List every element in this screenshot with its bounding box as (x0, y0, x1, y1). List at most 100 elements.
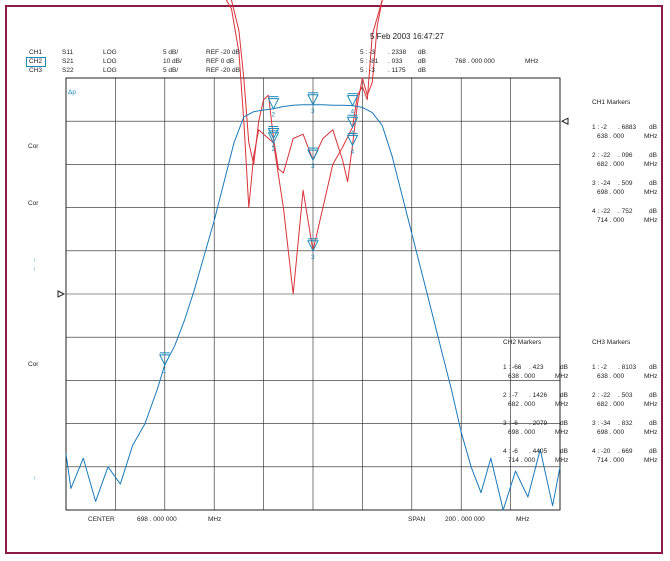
marker-row-db: . 6883 (618, 124, 637, 131)
marker-panel-title: CH3 Markers (592, 339, 631, 346)
channel-scale: 10 dB/ (163, 58, 182, 65)
span-unit: MHz (516, 516, 530, 523)
marker-row-db: . 423 (529, 364, 544, 371)
center-value: 698 . 000 000 (137, 516, 177, 523)
channel-param: S22 (62, 67, 74, 74)
marker-2-s22 (267, 132, 280, 144)
marker-number: 2 (271, 146, 275, 153)
marker-row-freq: 698 . 000 (508, 429, 536, 436)
datetime: 5 Feb 2003 16:47:27 (370, 32, 444, 41)
marker-row-db: . 669 (618, 448, 633, 455)
m5-ch3-unit: dB (418, 67, 426, 74)
channel-ref: REF -20 dB (206, 67, 240, 74)
marker-number: 4 (351, 148, 355, 155)
marker-row-freq: 714 . 000 (508, 457, 536, 464)
marker-row-freq: 638 . 000 (597, 373, 625, 380)
marker-row-db: . 4405 (529, 448, 548, 455)
marker-row-num: 4 : -6 (503, 448, 518, 455)
channel-scale: 5 dB/ (163, 67, 179, 74)
center-unit: MHz (208, 516, 222, 523)
marker-row-freq: 698 . 000 (597, 189, 625, 196)
active-channel-box (26, 57, 46, 67)
marker-row-freq-unit: MHz (644, 133, 658, 140)
span-label: SPAN (408, 516, 426, 523)
trace-s22 (225, 0, 383, 295)
ref-pointer-right (560, 117, 569, 126)
delta-marker-label: Δp (68, 89, 76, 96)
marker-row-freq: 638 . 000 (508, 373, 536, 380)
trace-s11 (230, 0, 383, 183)
arrow-up-icon: ↑ (33, 257, 37, 264)
marker-row-db-unit: dB (649, 124, 657, 131)
marker-row-db-unit: dB (649, 152, 657, 159)
marker-3-s21 (307, 94, 319, 106)
marker-row-db-unit: dB (649, 364, 657, 371)
cor-label-1: Cor (28, 143, 39, 150)
marker-row-freq: 714 . 000 (597, 457, 625, 464)
marker-row-freq-unit: MHz (644, 401, 658, 408)
marker-row-db: . 832 (618, 420, 633, 427)
marker-row-db: . 2079 (529, 420, 548, 427)
marker-row-freq-unit: MHz (555, 401, 569, 408)
marker-row-num: 4 : -20 (592, 448, 611, 455)
marker-number: 2 (271, 141, 275, 148)
marker-row-db-unit: dB (560, 448, 568, 455)
span-value: 200 . 000 000 (445, 516, 485, 523)
m5-ch1-value: . 2338 (388, 49, 407, 56)
marker-row-num: 3 : -6 (503, 420, 518, 427)
arrow-up-icon-3: ↑ (33, 475, 37, 482)
marker-3-s22 (307, 240, 319, 252)
marker-row-num: 1 : -66 (503, 364, 522, 371)
marker-row-num: 2 : -7 (503, 392, 518, 399)
marker-row-freq: 682 . 000 (508, 401, 536, 408)
marker-row-db-unit: dB (649, 180, 657, 187)
channel-ref: REF 0 dB (206, 58, 235, 65)
marker-row-num: 2 : -22 (592, 392, 611, 399)
marker-4-s22 (346, 116, 359, 129)
marker-row-freq: 682 . 000 (597, 161, 625, 168)
marker-4-s21 (346, 95, 359, 107)
marker-number: 4 (351, 109, 355, 116)
channel-param: S11 (62, 49, 74, 56)
marker-panel-title: CH1 Markers (592, 99, 631, 106)
marker-number: 3 (311, 254, 315, 261)
marker-row-db-unit: dB (560, 420, 568, 427)
marker-2-s11 (267, 127, 280, 140)
marker-row-num: 1 : -2 (592, 124, 607, 131)
marker-4-s11 (346, 134, 359, 147)
m5-freq: 768 . 000 000 (455, 58, 495, 65)
marker-row-num: 1 : -2 (592, 364, 607, 371)
plot-grid (57, 77, 569, 511)
marker-row-freq-unit: MHz (555, 457, 569, 464)
cor-label-2: Cor (28, 200, 39, 207)
marker-row-freq-unit: MHz (644, 373, 658, 380)
marker-row-db: . 096 (618, 152, 633, 159)
marker-row-freq: 638 . 000 (597, 133, 625, 140)
marker-row-freq-unit: MHz (555, 373, 569, 380)
channel-ch: CH2 (29, 58, 43, 65)
m5-ch1-label: 5 : -3 (360, 49, 375, 56)
m5-freq-unit: MHz (525, 58, 539, 65)
marker-row-freq-unit: MHz (644, 189, 658, 196)
channel-ch: CH1 (29, 49, 43, 56)
channel-ref: REF -20 dB (206, 49, 240, 56)
marker-row-freq: 682 . 000 (597, 401, 625, 408)
marker-number: 4 (351, 130, 355, 137)
channel-fmt: LOG (103, 67, 117, 74)
m5-ch1-unit: dB (418, 49, 426, 56)
marker-row-freq-unit: MHz (644, 217, 658, 224)
marker-number: 1 (163, 368, 167, 375)
channel-ch: CH3 (29, 67, 43, 74)
plot-markers: 1112223334445 (158, 92, 359, 375)
marker-row-freq-unit: MHz (644, 161, 658, 168)
marker-row-freq-unit: MHz (644, 429, 658, 436)
channel-fmt: LOG (103, 49, 117, 56)
center-label: CENTER (88, 516, 115, 523)
m5-ch2-unit: dB (418, 58, 426, 65)
cor-label-3: Cor (28, 361, 39, 368)
m5-ch2-value: . 033 (388, 58, 403, 65)
m5-ch3-value: . 1175 (388, 67, 406, 74)
marker-row-db: . 509 (618, 180, 633, 187)
marker-number: 2 (271, 112, 275, 119)
marker-panel-title: CH2 Markers (503, 339, 542, 346)
